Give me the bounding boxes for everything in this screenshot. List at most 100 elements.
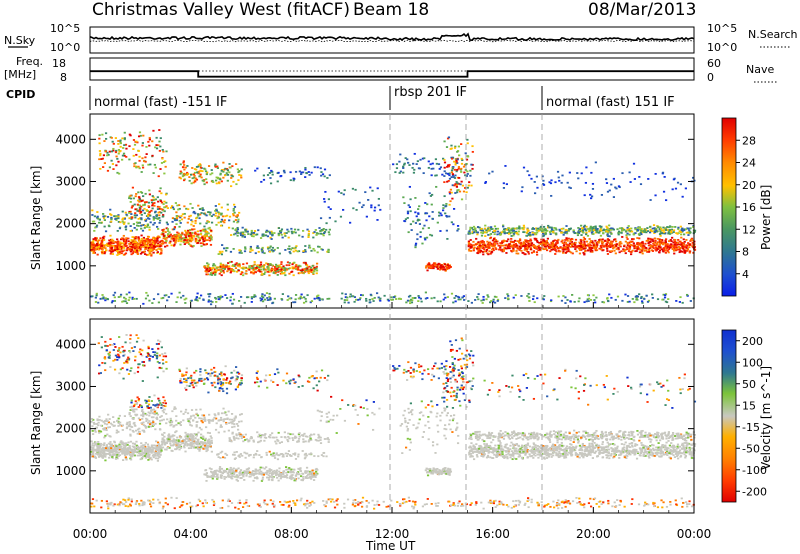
- heatmap-cell: [228, 163, 231, 165]
- velocity-scatter: [90, 334, 697, 510]
- heatmap-cell: [111, 253, 114, 255]
- freq-unit-label: [MHz]: [4, 68, 36, 81]
- heatmap-cell: [524, 253, 527, 256]
- heatmap-cell: [483, 231, 487, 234]
- heatmap-cell: [647, 248, 650, 251]
- heatmap-cell: [319, 230, 322, 233]
- heatmap-cell: [130, 247, 133, 249]
- heatmap-cell: [633, 178, 636, 180]
- heatmap-cell: [671, 226, 674, 228]
- heatmap-cell: [566, 181, 569, 184]
- heatmap-cell: [132, 197, 135, 200]
- heatmap-cell: [453, 184, 456, 187]
- heatmap-cell: [145, 291, 148, 294]
- heatmap-cell: [624, 293, 627, 296]
- heatmap-cell: [203, 183, 206, 186]
- heatmap-cell: [152, 216, 155, 218]
- heatmap-cell: [125, 155, 128, 158]
- heatmap-cell: [173, 243, 176, 246]
- heatmap-cell: [562, 246, 565, 249]
- heatmap-cell: [455, 181, 458, 183]
- heatmap-cell: [180, 238, 183, 241]
- heatmap-cell: [249, 245, 252, 248]
- heatmap-cell: [162, 214, 165, 216]
- heatmap-cell: [445, 265, 448, 268]
- heatmap-cell: [263, 298, 266, 301]
- heatmap-cell: [133, 214, 136, 217]
- heatmap-cell: [637, 248, 640, 250]
- heatmap-cell: [148, 144, 151, 147]
- heatmap-cell: [259, 299, 263, 302]
- heatmap-cell: [434, 158, 438, 161]
- heatmap-cell: [514, 230, 518, 233]
- heatmap-cell: [377, 204, 380, 207]
- heatmap-cell: [113, 291, 117, 294]
- heatmap-cell: [686, 294, 689, 297]
- heatmap-cell: [664, 238, 668, 241]
- heatmap-cell: [598, 239, 601, 241]
- heatmap-cell: [542, 238, 545, 241]
- heatmap-cell: [679, 183, 682, 186]
- heatmap-cell: [260, 270, 263, 273]
- heatmap-cell: [98, 442, 101, 445]
- heatmap-cell: [659, 246, 662, 249]
- heatmap-cell: [226, 203, 229, 206]
- heatmap-cell: [325, 222, 328, 225]
- heatmap-cell: [191, 231, 194, 234]
- heatmap-cell: [142, 195, 145, 198]
- heatmap-cell: [153, 242, 156, 244]
- heatmap-cell: [600, 248, 603, 251]
- heatmap-cell: [641, 252, 644, 255]
- heatmap-cell: [538, 227, 542, 230]
- heatmap-cell: [187, 235, 190, 237]
- heatmap-cell: [256, 245, 259, 248]
- heatmap-cell: [300, 173, 303, 176]
- heatmap-cell: [399, 170, 402, 173]
- heatmap-cell: [95, 224, 99, 227]
- heatmap-cell: [538, 248, 542, 251]
- heatmap-cell: [158, 245, 161, 248]
- heatmap-cell: [299, 265, 302, 268]
- heatmap-cell: [482, 241, 485, 243]
- heatmap-cell: [245, 296, 249, 299]
- heatmap-cell: [448, 163, 451, 166]
- heatmap-cell: [119, 142, 122, 145]
- heatmap-cell: [199, 222, 202, 225]
- heatmap-cell: [654, 237, 657, 240]
- heatmap-cell: [228, 171, 231, 174]
- heatmap-cell: [579, 230, 582, 233]
- heatmap-cell: [528, 231, 532, 234]
- heatmap-cell: [146, 224, 150, 227]
- heatmap-cell: [166, 230, 170, 232]
- heatmap-cell: [512, 227, 515, 230]
- heatmap-cell: [669, 229, 672, 232]
- heatmap-cell: [95, 225, 98, 228]
- heatmap-cell: [551, 244, 554, 247]
- heatmap-cell: [417, 295, 420, 297]
- heatmap-cell: [90, 245, 93, 248]
- heatmap-cell: [118, 251, 121, 253]
- heatmap-cell: [131, 450, 135, 453]
- heatmap-cell: [239, 250, 242, 252]
- heatmap-cell: [436, 267, 439, 270]
- heatmap-cell: [237, 171, 240, 174]
- heatmap-cell: [543, 239, 546, 242]
- heatmap-cell: [127, 449, 130, 452]
- heatmap-cell: [213, 264, 217, 267]
- heatmap-cell: [250, 301, 253, 303]
- heatmap-cell: [560, 181, 563, 184]
- heatmap-cell: [122, 152, 126, 155]
- heatmap-cell: [151, 302, 154, 304]
- heatmap-cell: [119, 295, 122, 298]
- heatmap-cell: [128, 212, 131, 214]
- heatmap-cell: [103, 250, 107, 253]
- heatmap-cell: [448, 174, 451, 177]
- heatmap-cell: [461, 184, 465, 187]
- heatmap-cell: [563, 231, 566, 234]
- heatmap-cell: [591, 240, 594, 243]
- heatmap-cell: [656, 298, 660, 301]
- heatmap-cell: [469, 169, 472, 172]
- heatmap-cell: [102, 217, 106, 220]
- heatmap-cell: [160, 211, 163, 214]
- heatmap-cell: [655, 242, 658, 245]
